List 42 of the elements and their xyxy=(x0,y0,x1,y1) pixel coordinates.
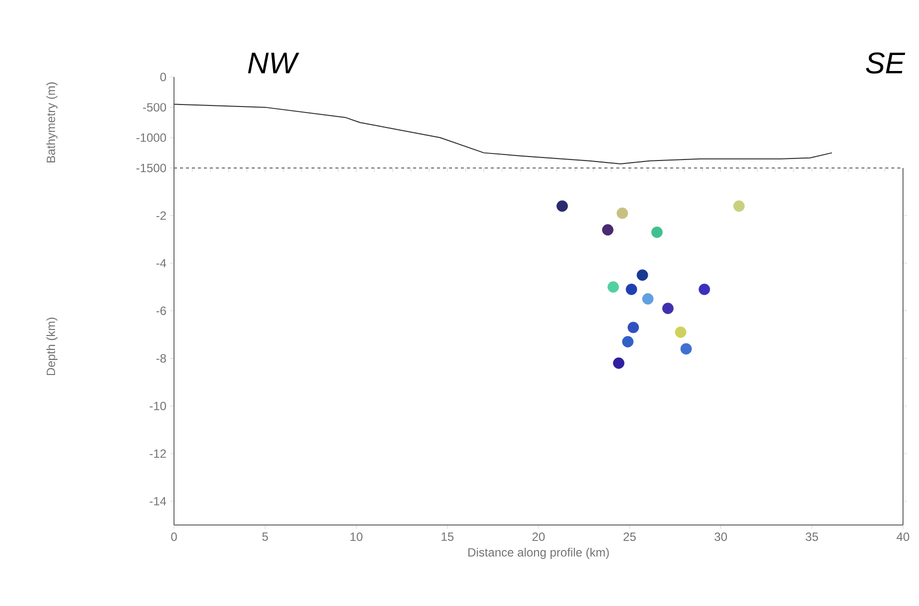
y-axis-title: Depth (km) xyxy=(46,318,58,376)
point xyxy=(733,200,745,212)
x-tick-label: 40 xyxy=(896,532,910,541)
x-tick-label: 35 xyxy=(806,532,818,541)
x-tick-label: 25 xyxy=(624,532,636,541)
point xyxy=(556,200,568,212)
y-tick-label: -4 xyxy=(156,259,166,268)
x-tick-label: 15 xyxy=(442,532,454,541)
line-series xyxy=(174,104,832,164)
y-axis-title: Bathymetry (m) xyxy=(46,82,58,162)
point xyxy=(662,302,674,314)
point xyxy=(642,293,654,305)
x-tick-label: 5 xyxy=(262,532,268,541)
x-tick-label: 20 xyxy=(532,532,545,541)
point xyxy=(636,269,648,281)
point xyxy=(622,336,634,348)
point xyxy=(680,343,692,355)
y-tick-label: 0 xyxy=(160,72,166,82)
y-tick-label: -1000 xyxy=(136,133,166,142)
y-tick-label: -12 xyxy=(150,449,166,458)
y-tick-label: -10 xyxy=(150,402,166,410)
x-axis-title: Distance along profile (km) xyxy=(468,548,609,559)
point xyxy=(613,357,624,369)
y-tick-label: -2 xyxy=(156,211,166,220)
point xyxy=(626,284,638,296)
point xyxy=(608,281,619,293)
point xyxy=(602,224,614,236)
text: SE xyxy=(866,52,906,74)
y-tick-label: -6 xyxy=(156,306,166,316)
point xyxy=(628,322,639,334)
point xyxy=(651,226,663,238)
y-tick-label: -14 xyxy=(150,497,166,506)
text: NW xyxy=(248,52,300,74)
x-tick-label: 10 xyxy=(350,532,362,541)
point xyxy=(616,208,628,219)
x-tick-label: 30 xyxy=(714,532,727,541)
x-tick-label: 0 xyxy=(171,532,177,541)
y-tick-label: -500 xyxy=(143,103,166,112)
y-tick-label: -8 xyxy=(156,354,166,363)
point xyxy=(674,326,686,338)
point xyxy=(698,284,710,296)
y-tick-label: -1500 xyxy=(136,164,166,172)
